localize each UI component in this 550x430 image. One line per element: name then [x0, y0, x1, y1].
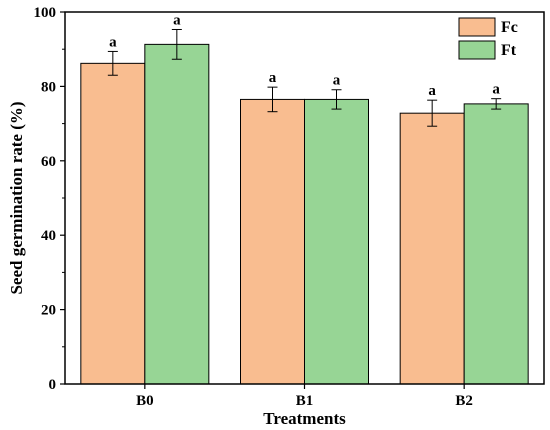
error-bars-layer [107, 28, 502, 127]
y-axis-title: Seed germination rate (%) [7, 101, 26, 294]
legend: Fc Ft [458, 17, 518, 60]
y-tick-label-20: 20 [41, 303, 56, 319]
error-bar-fc-b2 [427, 99, 438, 127]
significance-label-fc-b0: a [109, 34, 117, 50]
bar-fc-b1 [240, 98, 305, 385]
legend-swatch-ft [458, 40, 496, 60]
significance-labels-layer: a a a a a a [109, 12, 500, 99]
significance-label-fc-b2: a [428, 83, 436, 99]
error-bar-ft-b1 [331, 89, 342, 110]
bars-layer [80, 43, 529, 385]
legend-label-fc: Fc [501, 19, 518, 36]
bar-fc-b2 [399, 112, 465, 385]
bar-fc-b0 [80, 62, 146, 385]
legend-swatch-fc [458, 17, 496, 37]
y-tick-label-40: 40 [41, 228, 56, 244]
x-tick-label-b1: B1 [296, 393, 314, 409]
significance-label-ft-b1: a [333, 73, 341, 89]
bar-ft-b0 [144, 43, 210, 385]
y-tick-label-80: 80 [41, 79, 56, 95]
error-bar-fc-b1 [267, 86, 278, 113]
x-axis-ticks: B0 B1 B2 [136, 384, 473, 409]
bar-ft-b1 [304, 98, 369, 385]
error-bar-fc-b0 [107, 50, 118, 76]
x-tick-label-b0: B0 [136, 393, 154, 409]
legend-label-ft: Ft [501, 42, 517, 59]
y-axis-ticks: 0 20 40 60 80 100 [34, 5, 65, 393]
x-axis-title: Treatments [263, 409, 346, 428]
x-tick-label-b2: B2 [455, 393, 473, 409]
bar-ft-b2 [463, 103, 529, 385]
y-tick-label-0: 0 [49, 377, 57, 393]
y-tick-label-100: 100 [34, 5, 57, 21]
error-bar-ft-b2 [491, 98, 502, 110]
significance-label-ft-b0: a [173, 12, 181, 28]
significance-label-fc-b1: a [269, 70, 277, 86]
error-bar-ft-b0 [171, 28, 182, 60]
significance-label-ft-b2: a [492, 82, 500, 98]
y-tick-label-60: 60 [41, 154, 56, 170]
